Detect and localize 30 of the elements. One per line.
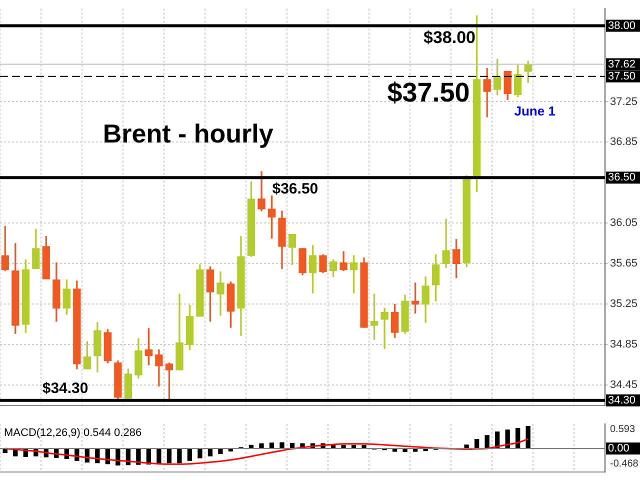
bar	[484, 435, 490, 449]
annotation: $38.00	[424, 28, 476, 47]
ref-line-label: 34.30	[608, 394, 636, 406]
ref-line-label: 37.50	[608, 70, 636, 82]
ref-line-label: 37.62	[608, 58, 636, 70]
annotation: $34.30	[42, 380, 88, 397]
ref-line-label: 38.00	[608, 20, 636, 32]
y-tick-label: 0.593	[610, 424, 636, 435]
bar	[166, 448, 172, 464]
y-tick-label: 36.05	[610, 217, 638, 230]
y-tick-label: 34.85	[610, 338, 638, 351]
bar	[187, 448, 192, 461]
bar	[526, 426, 530, 449]
ref-line-label: 36.50	[608, 172, 636, 184]
y-tick-label: 35.65	[610, 258, 638, 270]
y-tick-label: 36.85	[610, 136, 638, 148]
y-tick-label: 37.25	[610, 96, 638, 108]
annotation: June 1	[514, 103, 556, 118]
candlestick	[380, 308, 388, 350]
line-series	[4, 438, 529, 465]
bar	[177, 448, 182, 464]
text: Brent - hourly	[102, 118, 274, 149]
annotation: $37.50	[387, 77, 470, 108]
bar	[198, 448, 202, 458]
chart-title: MACD(12,26,9) 0.544 0.286	[4, 427, 142, 440]
annotation: $36.50	[272, 180, 318, 198]
y-tick-label: 34.45	[610, 379, 638, 392]
y-tick-label: 35.25	[610, 298, 638, 310]
y-tick-label: -0.468	[610, 458, 639, 470]
ref-line-label: 0.00	[608, 442, 630, 455]
